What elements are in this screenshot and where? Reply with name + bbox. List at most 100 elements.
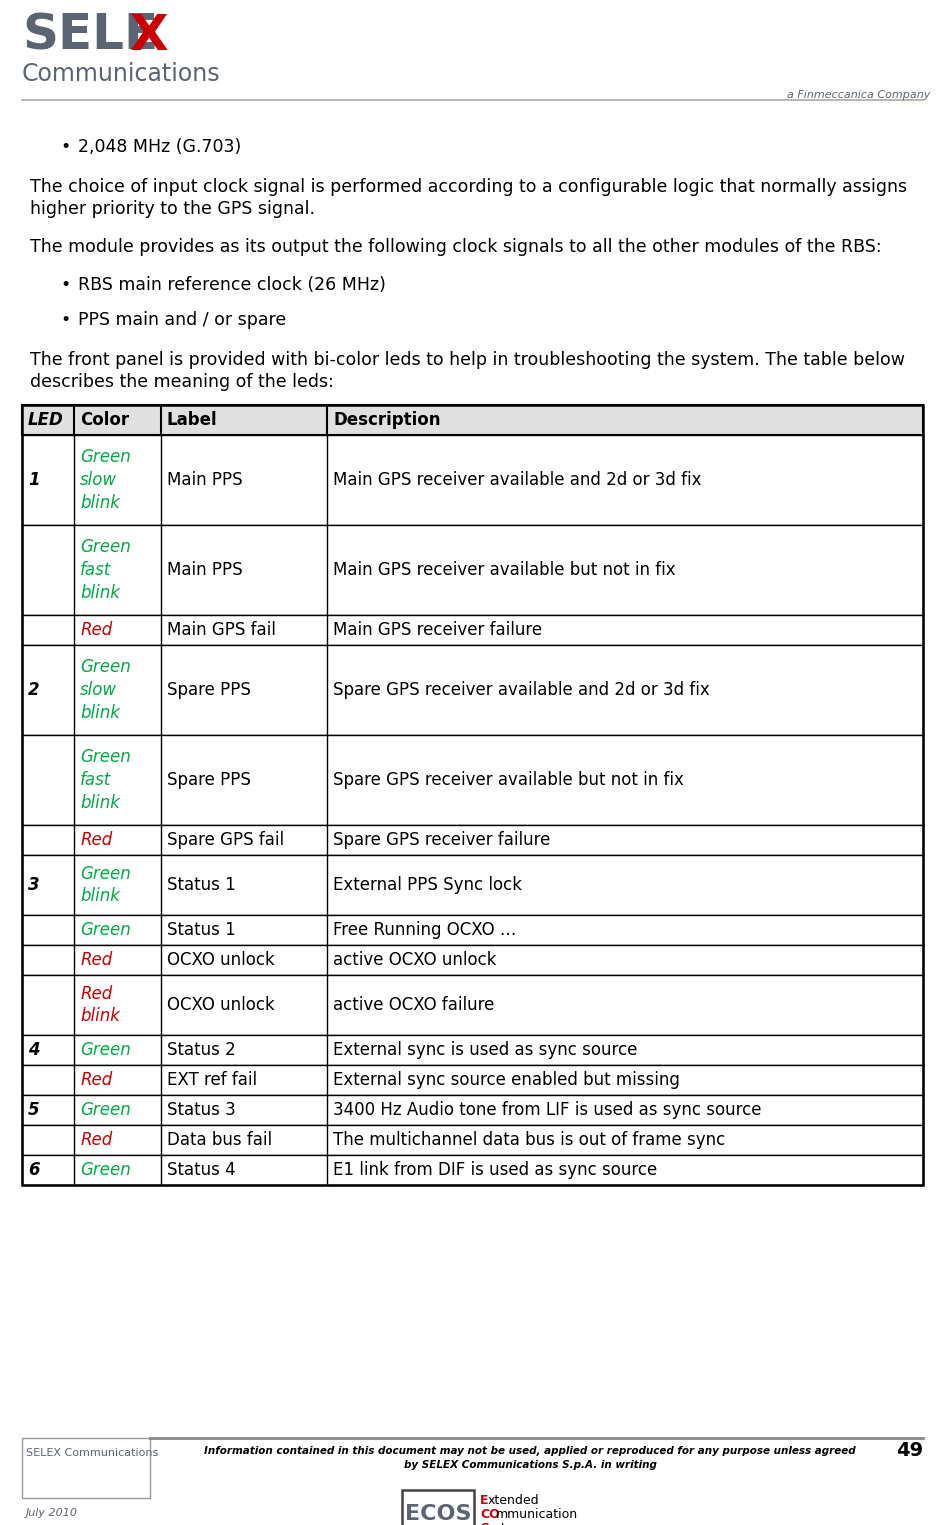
Text: Green: Green	[80, 921, 131, 939]
Text: Main PPS: Main PPS	[166, 561, 242, 580]
Text: 2,048 MHz (G.703): 2,048 MHz (G.703)	[78, 137, 241, 156]
Bar	[22, 1095, 922, 1125]
Text: higher priority to the GPS signal.: higher priority to the GPS signal.	[30, 200, 314, 218]
Text: •: •	[59, 276, 70, 294]
Text: Green
blink: Green blink	[80, 865, 131, 906]
Text: •: •	[59, 311, 70, 329]
Bar	[22, 1154, 922, 1185]
Text: 3: 3	[28, 875, 40, 894]
Text: xtended: xtended	[487, 1494, 539, 1507]
Bar	[22, 615, 922, 645]
Text: Main GPS receiver available but not in fix: Main GPS receiver available but not in f…	[333, 561, 675, 580]
Text: Information contained in this document may not be used, applied or reproduced fo: Information contained in this document m…	[204, 1446, 855, 1470]
Text: 2: 2	[28, 682, 40, 698]
Text: The module provides as its output the following clock signals to all the other m: The module provides as its output the fo…	[30, 238, 881, 256]
Bar	[22, 825, 922, 856]
Text: Label: Label	[166, 412, 217, 429]
Text: mmunication: mmunication	[496, 1508, 578, 1520]
Text: Green
fast
blink: Green fast blink	[80, 749, 131, 811]
Text: E1 link from DIF is used as sync source: E1 link from DIF is used as sync source	[333, 1161, 657, 1179]
Bar	[22, 1125, 922, 1154]
Text: 1: 1	[28, 471, 40, 490]
Text: Red: Red	[80, 831, 112, 849]
Bar	[22, 406, 922, 435]
Text: Green
slow
blink: Green slow blink	[80, 659, 131, 721]
Text: Main GPS fail: Main GPS fail	[166, 621, 276, 639]
Bar	[22, 856, 922, 915]
Text: Description: Description	[333, 412, 441, 429]
Text: active OCXO failure: active OCXO failure	[333, 996, 495, 1014]
Text: EXT ref fail: EXT ref fail	[166, 1071, 257, 1089]
Text: Green
fast
blink: Green fast blink	[80, 538, 131, 602]
Text: External sync is used as sync source: External sync is used as sync source	[333, 1042, 637, 1058]
Text: Color: Color	[80, 412, 129, 429]
Text: Red
blink: Red blink	[80, 985, 120, 1025]
Text: CO: CO	[480, 1508, 499, 1520]
Text: Spare GPS receiver failure: Spare GPS receiver failure	[333, 831, 550, 849]
Bar	[22, 1035, 922, 1064]
Text: SELE: SELE	[22, 12, 158, 59]
Text: PPS main and / or spare: PPS main and / or spare	[78, 311, 286, 329]
Text: X: X	[129, 12, 167, 59]
Text: Spare GPS receiver available but not in fix: Spare GPS receiver available but not in …	[333, 772, 683, 788]
Text: ystems: ystems	[487, 1522, 532, 1525]
Text: Green: Green	[80, 1161, 131, 1179]
Text: Communications: Communications	[22, 63, 220, 85]
Text: Green
slow
blink: Green slow blink	[80, 448, 131, 512]
Text: External sync source enabled but missing: External sync source enabled but missing	[333, 1071, 680, 1089]
Text: Status 4: Status 4	[166, 1161, 235, 1179]
Text: Free Running OCXO …: Free Running OCXO …	[333, 921, 516, 939]
Text: 4: 4	[28, 1042, 40, 1058]
Bar	[22, 735, 922, 825]
Text: Red: Red	[80, 1132, 112, 1148]
Text: Red: Red	[80, 1071, 112, 1089]
Text: RBS main reference clock (26 MHz): RBS main reference clock (26 MHz)	[78, 276, 385, 294]
Text: 3400 Hz Audio tone from LIF is used as sync source: 3400 Hz Audio tone from LIF is used as s…	[333, 1101, 761, 1119]
Text: active OCXO unlock: active OCXO unlock	[333, 952, 497, 968]
Text: Spare GPS fail: Spare GPS fail	[166, 831, 283, 849]
Text: Status 2: Status 2	[166, 1042, 235, 1058]
Text: OCXO unlock: OCXO unlock	[166, 952, 274, 968]
Text: Main GPS receiver available and 2d or 3d fix: Main GPS receiver available and 2d or 3d…	[333, 471, 701, 490]
Text: SELEX Communications: SELEX Communications	[26, 1449, 158, 1458]
Text: ECOS: ECOS	[404, 1504, 471, 1523]
Bar	[22, 1438, 150, 1498]
Text: S: S	[480, 1522, 488, 1525]
Text: Data bus fail: Data bus fail	[166, 1132, 272, 1148]
Text: E: E	[480, 1494, 488, 1507]
Bar	[401, 1490, 474, 1525]
Bar	[22, 406, 922, 1185]
Bar	[22, 645, 922, 735]
Bar	[22, 406, 922, 435]
Text: July 2010: July 2010	[26, 1508, 78, 1517]
Bar	[22, 974, 922, 1035]
Text: Red: Red	[80, 621, 112, 639]
Text: External PPS Sync lock: External PPS Sync lock	[333, 875, 522, 894]
Bar	[22, 915, 922, 946]
Text: Main PPS: Main PPS	[166, 471, 242, 490]
Bar	[22, 525, 922, 615]
Text: describes the meaning of the leds:: describes the meaning of the leds:	[30, 374, 333, 390]
Bar	[22, 946, 922, 974]
Text: The choice of input clock signal is performed according to a configurable logic : The choice of input clock signal is perf…	[30, 178, 906, 197]
Text: Spare GPS receiver available and 2d or 3d fix: Spare GPS receiver available and 2d or 3…	[333, 682, 710, 698]
Text: Spare PPS: Spare PPS	[166, 682, 250, 698]
Bar	[22, 435, 922, 525]
Text: 6: 6	[28, 1161, 40, 1179]
Text: The multichannel data bus is out of frame sync: The multichannel data bus is out of fram…	[333, 1132, 725, 1148]
Text: Status 1: Status 1	[166, 875, 235, 894]
Text: Red: Red	[80, 952, 112, 968]
Text: Main GPS receiver failure: Main GPS receiver failure	[333, 621, 542, 639]
Text: Spare PPS: Spare PPS	[166, 772, 250, 788]
Text: a Finmeccanica Company: a Finmeccanica Company	[785, 90, 929, 101]
Text: LED: LED	[28, 412, 63, 429]
Text: Green: Green	[80, 1101, 131, 1119]
Text: Status 3: Status 3	[166, 1101, 235, 1119]
Text: Green: Green	[80, 1042, 131, 1058]
Text: Status 1: Status 1	[166, 921, 235, 939]
Text: 5: 5	[28, 1101, 40, 1119]
Text: 49: 49	[895, 1441, 922, 1459]
Text: OCXO unlock: OCXO unlock	[166, 996, 274, 1014]
Text: The front panel is provided with bi-color leds to help in troubleshooting the sy: The front panel is provided with bi-colo…	[30, 351, 904, 369]
Text: •: •	[59, 137, 70, 156]
